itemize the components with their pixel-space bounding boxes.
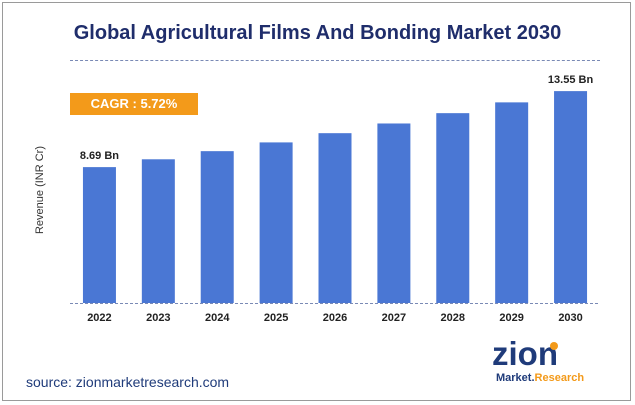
data-label-2030: 13.55 Bn — [548, 74, 594, 86]
x-tick-label-2027: 2027 — [382, 312, 406, 324]
zion-logo: zion Market.Research — [492, 335, 584, 384]
x-tick-label-2028: 2028 — [441, 312, 465, 324]
bar-2023 — [141, 159, 175, 303]
bar-2026 — [318, 133, 352, 303]
bar-2030 — [554, 91, 588, 303]
bar-2029 — [495, 102, 529, 303]
x-tick-label-2029: 2029 — [499, 312, 523, 324]
title-divider — [70, 60, 600, 61]
svg-text:Market.Research: Market.Research — [496, 372, 584, 384]
svg-text:zion: zion — [492, 335, 558, 372]
x-tick-label-2026: 2026 — [323, 312, 347, 324]
data-label-2022: 8.69 Bn — [80, 150, 119, 162]
x-tick-label-2025: 2025 — [264, 312, 288, 324]
x-tick-label-2022: 2022 — [87, 312, 111, 324]
bar-2024 — [200, 151, 234, 303]
x-tick-label-2023: 2023 — [146, 312, 170, 324]
x-tick-label-2024: 2024 — [205, 312, 230, 324]
cagr-badge: CAGR : 5.72% — [70, 93, 198, 115]
bar-2025 — [259, 142, 293, 303]
source-text: source: zionmarketresearch.com — [26, 374, 230, 390]
bar-2022 — [82, 167, 116, 303]
x-tick-label-2030: 2030 — [558, 312, 582, 324]
chart-title: Global Agricultural Films And Bonding Ma… — [73, 22, 562, 44]
bar-2027 — [377, 123, 411, 304]
bar-2028 — [436, 113, 470, 303]
